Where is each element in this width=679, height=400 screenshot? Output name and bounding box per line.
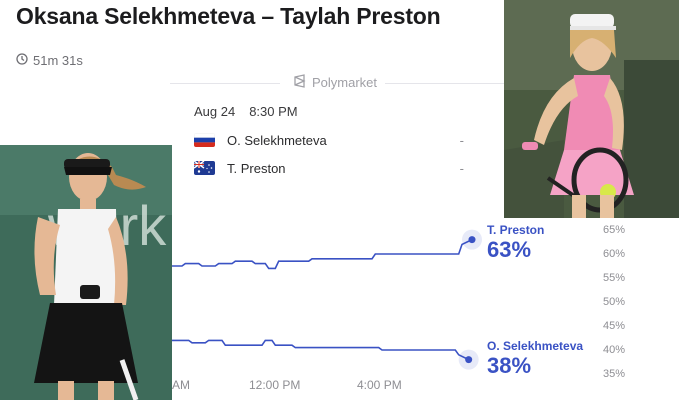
polymarket-icon: [293, 74, 306, 91]
endpoint-marker-selekhmeteva: [465, 356, 473, 364]
duration-value: 51m 31s: [33, 53, 83, 68]
endpoint-halo-preston: [462, 229, 482, 250]
match-date: Aug 24: [194, 104, 236, 119]
player-name: T. Preston: [227, 160, 286, 176]
series-line-preston: [172, 238, 473, 270]
y-tick-label: 60%: [603, 248, 626, 260]
endpoint-halo-selekhmeteva: [458, 349, 479, 370]
divider-right: [372, 83, 504, 84]
player-name: O. Selekhmeteva: [227, 132, 327, 148]
y-tick-label: 35%: [603, 368, 626, 380]
y-tick-label: 55%: [603, 272, 626, 284]
player-row-preston[interactable]: T. Preston -: [194, 158, 464, 178]
photo-oksana-selekhmeteva: wark: [0, 145, 172, 400]
russia-flag-icon: [194, 133, 215, 147]
match-title: Oksana Selekhmeteva – Taylah Preston: [16, 3, 441, 29]
player-score: -: [459, 160, 464, 176]
duration: 51m 31s: [16, 53, 83, 68]
clock-icon: [16, 53, 28, 68]
series-value-preston: 63%: [487, 237, 532, 262]
y-tick-label: 65%: [603, 224, 626, 236]
australia-flag-icon: [194, 161, 215, 175]
x-tick-label: AM: [172, 378, 190, 392]
y-tick-label: 40%: [603, 344, 626, 356]
photo-taylah-preston: [504, 0, 679, 218]
series-label-selekhmeteva: O. Selekhmeteva: [487, 339, 584, 353]
player-score: -: [459, 132, 464, 148]
endpoint-marker-preston: [468, 236, 476, 244]
series-line-selekhmeteva: [172, 339, 470, 361]
source-badge[interactable]: Polymarket: [285, 74, 386, 91]
x-tick-label: 4:00 PM: [357, 378, 402, 392]
source-name: Polymarket: [312, 75, 378, 90]
x-tick-label: 12:00 PM: [249, 378, 301, 392]
series-label-preston: T. Preston: [487, 223, 545, 237]
divider-left: [170, 83, 280, 84]
match-datetime: Aug 24 8:30 PM: [194, 104, 298, 119]
y-tick-label: 45%: [603, 320, 626, 332]
player-row-selekhmeteva[interactable]: O. Selekhmeteva -: [194, 130, 464, 150]
series-value-selekhmeteva: 38%: [487, 353, 532, 378]
match-time: 8:30 PM: [249, 104, 298, 119]
y-tick-label: 50%: [603, 296, 626, 308]
